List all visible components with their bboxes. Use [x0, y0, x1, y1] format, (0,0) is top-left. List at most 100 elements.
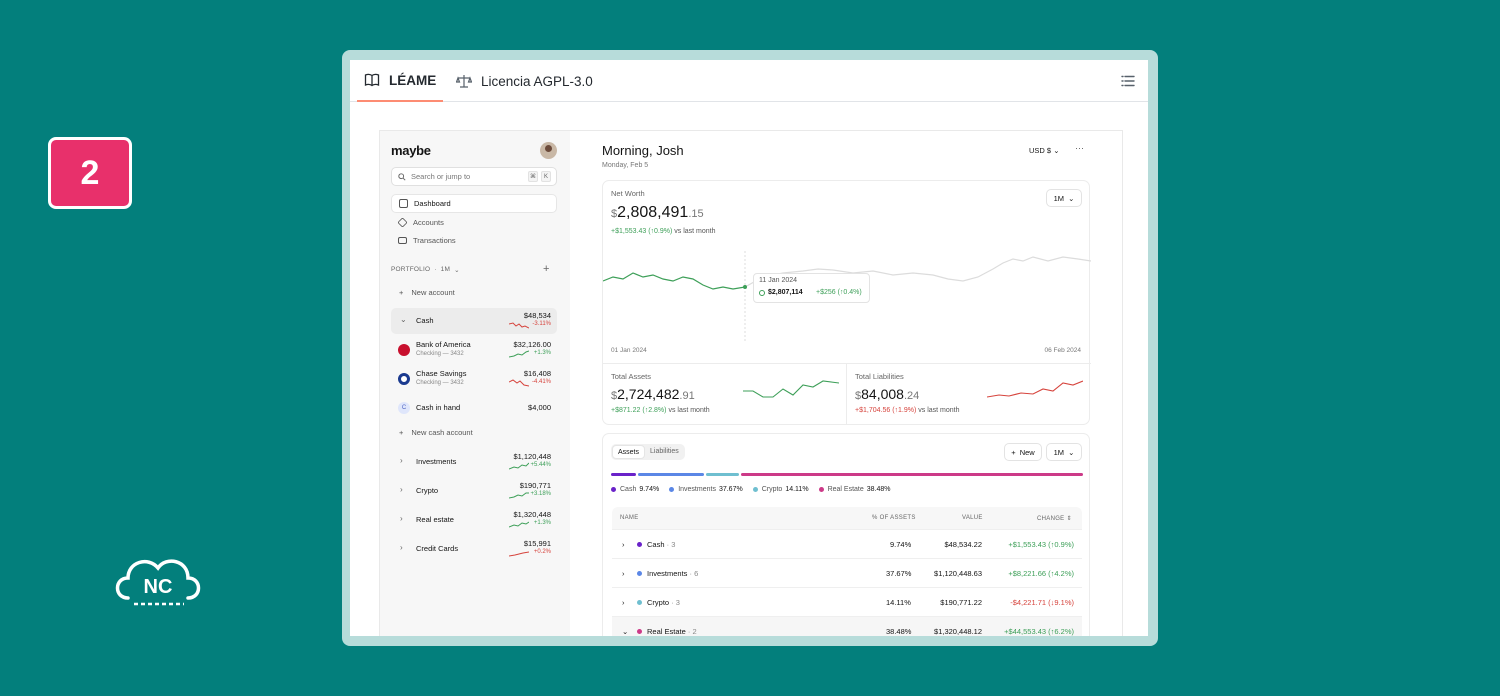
col-pct: % OF ASSETS [872, 515, 916, 521]
assets-sparkline [743, 380, 839, 398]
new-account-button[interactable]: + New account [399, 288, 455, 297]
book-icon [364, 73, 380, 87]
period-select[interactable]: 1M ⌄ [1046, 189, 1082, 207]
row-value: $48,534.22 [944, 540, 982, 549]
group-name: Credit Cards [416, 544, 459, 553]
account-sub: Checking — 3432 [416, 380, 464, 386]
chart-tooltip: 11 Jan 2024 $2,807,114 +$256 (↑0.4%) [753, 273, 870, 303]
tab-assets[interactable]: Assets [612, 445, 646, 459]
row-pct: 9.74% [890, 540, 912, 549]
sparkline-icon [509, 492, 529, 499]
allocation-bar-cash [611, 473, 636, 476]
table-row[interactable]: ⌄ Real Estate · 2 38.48% $1,320,448.12 +… [612, 616, 1082, 636]
account-sub: Checking — 3432 [416, 351, 464, 357]
sparkline-icon [509, 379, 529, 387]
allocation-bar-investments [638, 473, 704, 476]
account-amount: $32,126.00 [513, 340, 551, 349]
portfolio-header[interactable]: PORTFOLIO · 1M ⌄ [391, 266, 460, 274]
page-date: Monday, Feb 5 [602, 162, 649, 169]
row-pct: 38.48% [886, 627, 912, 636]
tab-license[interactable]: Licencia AGPL-3.0 [456, 60, 593, 102]
page-title: Morning, Josh [602, 143, 684, 158]
currency-select[interactable]: USD $ ⌄ [1029, 146, 1059, 155]
layers-icon [397, 217, 408, 228]
col-change[interactable]: CHANGE ⇕ [1037, 516, 1072, 522]
chevron-down-icon: ⌄ [400, 315, 407, 324]
row-pct: 14.11% [886, 598, 911, 607]
group-amount: $15,991 [523, 539, 551, 548]
total-liabilities-change: +$1,704.56 (↑1.9%) vs last month [855, 407, 960, 414]
table-row[interactable]: › Investments · 6 37.67% $1,120,448.63 +… [612, 558, 1082, 587]
cash-icon: C [398, 402, 410, 414]
search-input[interactable]: Search or jump to ⌘ K [391, 167, 557, 186]
new-button[interactable]: + New [1004, 443, 1042, 461]
net-worth-change: +$1,553.43 (↑0.9%) vs last month [611, 228, 716, 235]
add-icon[interactable]: + [543, 263, 550, 275]
group-change: +1.3% [533, 520, 551, 526]
nc-logo-text: NC [144, 576, 173, 598]
tooltip-date: 11 Jan 2024 [759, 277, 798, 284]
account-group-investments[interactable]: › Investments $1,120,448 +5.44% [391, 449, 557, 475]
account-name: Chase Savings [416, 369, 467, 378]
account-amount: $16,408 [523, 369, 551, 378]
plus-icon: + [399, 428, 404, 437]
search-icon [398, 172, 406, 181]
nav-transactions-label: Transactions [413, 236, 456, 245]
plus-icon: + [1011, 447, 1016, 457]
assets-table: NAME % OF ASSETS VALUE CHANGE ⇕ › Cash ·… [612, 507, 1082, 636]
table-row[interactable]: › Crypto · 3 14.11% $190,771.22 -$4,221.… [612, 587, 1082, 616]
tooltip-value: $2,807,114 [768, 289, 803, 296]
tab-liabilities[interactable]: Liabilities [650, 448, 679, 455]
row-change: -$4,221.71 (↓9.1%) [1010, 598, 1074, 607]
nav-dashboard[interactable]: Dashboard [391, 194, 557, 213]
total-liabilities-value: $84,008.24 [855, 386, 920, 402]
group-amount: $48,534 [523, 311, 551, 320]
account-group-real-estate[interactable]: › Real estate $1,320,448 +1.3% [391, 507, 557, 533]
allocation-bar-crypto [706, 473, 739, 476]
nav-transactions[interactable]: Transactions [391, 231, 557, 250]
row-change: +$8,221.66 (↑4.2%) [1008, 569, 1074, 578]
new-cash-account-label: New cash account [411, 428, 473, 437]
x-axis-start: 01 Jan 2024 [611, 347, 647, 354]
account-group-cash[interactable]: ⌄ Cash $48,534 -3.11% [391, 308, 557, 334]
chevron-right-icon: › [622, 540, 625, 549]
account-change: -4.41% [531, 379, 551, 385]
step-badge: 2 [48, 137, 132, 209]
group-amount: $1,320,448 [513, 510, 551, 519]
avatar[interactable] [540, 142, 557, 159]
breakdown-period-select[interactable]: 1M ⌄ [1046, 443, 1082, 461]
table-row[interactable]: › Cash · 3 9.74% $48,534.22 +$1,553.43 (… [612, 529, 1082, 558]
nav-accounts[interactable]: Accounts [391, 213, 557, 232]
account-group-credit-cards[interactable]: › Credit Cards $15,991 +0.2% [391, 536, 557, 562]
credit-card-icon [398, 237, 407, 244]
assets-breakdown-card: Assets Liabilities + New 1M ⌄ Cash 9.74% In… [602, 433, 1090, 636]
nav-dashboard-label: Dashboard [414, 199, 451, 208]
chevron-down-icon: ⌄ [1053, 146, 1060, 155]
plus-icon: + [399, 288, 404, 297]
app-screenshot: maybe Search or jump to ⌘ K Dashboard Ac… [379, 130, 1123, 636]
list-icon[interactable] [1120, 73, 1136, 89]
group-change: +0.2% [533, 549, 551, 555]
sparkline-icon [509, 322, 529, 329]
account-chase-savings[interactable]: Chase Savings Checking — 3432 $16,408 -4… [391, 366, 557, 392]
account-cash-in-hand[interactable]: C Cash in hand $4,000 [391, 395, 557, 421]
row-change: +$44,553.43 (↑6.2%) [1004, 627, 1074, 636]
chevron-right-icon: › [622, 569, 625, 578]
new-cash-account-button[interactable]: + New cash account [399, 428, 473, 437]
row-color-dot [637, 571, 642, 576]
more-options-icon[interactable]: ··· [1075, 143, 1084, 153]
tab-readme-label: LÉAME [389, 72, 437, 88]
account-bank-of-america[interactable]: Bank of America Checking — 3432 $32,126.… [391, 337, 557, 363]
chevron-down-icon: ⌄ [454, 267, 460, 274]
dashboard-main: Morning, Josh Monday, Feb 5 USD $ ⌄ ··· … [602, 131, 1091, 636]
account-amount: $4,000 [528, 403, 551, 412]
row-color-dot [637, 600, 642, 605]
net-worth-card: Net Worth $2,808,491.15 +$1,553.43 (↑0.9… [602, 180, 1091, 425]
account-group-crypto[interactable]: › Crypto $190,771 +3.18% [391, 478, 557, 504]
portfolio-sep: · [434, 266, 437, 273]
total-assets-value: $2,724,482.91 [611, 386, 695, 402]
assets-liabilities-toggle: Assets Liabilities [611, 444, 685, 460]
readme-window: LÉAME Licencia AGPL-3.0 maybe Search or … [350, 60, 1148, 636]
chevron-right-icon: › [400, 485, 403, 494]
tab-readme[interactable]: LÉAME [357, 60, 443, 102]
